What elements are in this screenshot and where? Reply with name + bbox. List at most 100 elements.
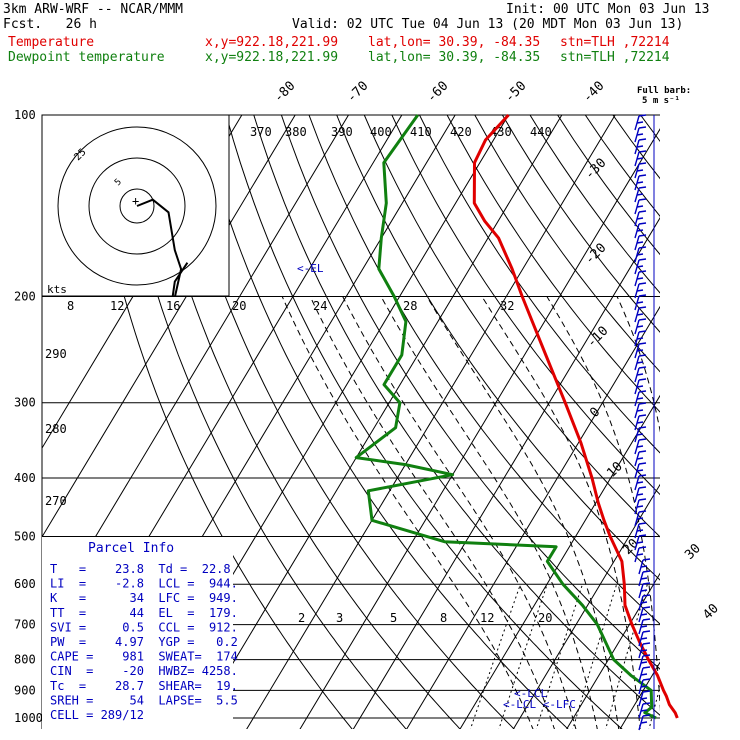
wind-barb [638, 642, 651, 659]
wind-barb [638, 702, 651, 719]
wind-barb [634, 114, 647, 131]
dry-adiabat-260 [142, 115, 461, 729]
isotherm-0 [512, 483, 660, 729]
isotherm--110 [42, 115, 296, 538]
wind-barb [634, 258, 647, 275]
isotherm--20 [406, 305, 660, 729]
theta-label-440: 440 [530, 125, 552, 139]
wind-barb [634, 150, 647, 167]
dry-adiabat-450 [668, 115, 740, 731]
dewpoint-xy: x,y=922.18,221.99 [205, 50, 339, 65]
wind-barb [638, 606, 651, 623]
hodo-ring-5 [119, 188, 155, 224]
wind-barb [638, 666, 651, 683]
parcel-info-row: CELL = 289/12 [50, 708, 144, 722]
isotherm-label--70: -70 [344, 79, 371, 106]
dry-adiabat-380 [474, 115, 660, 373]
isotherm--40 [299, 128, 660, 729]
parcel-info-title: Parcel Info [88, 541, 174, 556]
wind-barb [634, 138, 647, 155]
dry-adiabat-290 [225, 115, 623, 729]
parcel-info-row: TT = 44 EL = 179. [50, 606, 238, 620]
wind-barb [634, 462, 647, 479]
isotherm--60 [192, 115, 563, 729]
moist-adiabat-8 [309, 296, 555, 729]
wind-barb [634, 378, 647, 395]
wind-barb [638, 594, 651, 611]
wind-barb [634, 522, 647, 539]
mixing-ratio-upper-label-8: 8 [67, 299, 74, 313]
hodograph-trace [136, 198, 189, 296]
isotherm-label--50: -50 [502, 79, 529, 106]
wind-barb [638, 618, 651, 635]
wind-barb [634, 246, 647, 263]
wind-barb [634, 450, 647, 467]
theta-label-380: 380 [285, 125, 307, 139]
forecast-hour: Fcst. 26 h [3, 17, 97, 32]
mixing-ratio-upper-label-28: 28 [403, 299, 417, 313]
pressure-label-400: 400 [14, 471, 36, 485]
isotherm-40 [726, 115, 740, 731]
wind-legend-line1: Full barb: [637, 86, 691, 96]
mixing-ratio-lower-label-12: 12 [480, 611, 494, 625]
dry-adiabat-240 [87, 115, 353, 729]
mixing-ratio-3 [498, 584, 548, 729]
dewpoint-legend: Dewpoint temperature [8, 50, 165, 65]
parcel-info-row: K = 34 LFC = 949. [50, 591, 238, 605]
hodo-kts-label: kts [47, 283, 67, 296]
wind-barb [634, 390, 647, 407]
wind-barb [634, 270, 647, 287]
parcel-info-row: T = 23.8 Td = 22.8 [50, 562, 231, 576]
isotherm-label--20: -20 [582, 241, 609, 268]
isotherm-label--40: -40 [580, 79, 607, 106]
moist-adiabat-4 [281, 296, 534, 729]
wind-barb [634, 474, 647, 491]
isotherm-label--30: -30 [582, 156, 609, 183]
wind-barb [634, 294, 647, 311]
pressure-label-900: 900 [14, 683, 36, 697]
wind-barb [634, 366, 647, 383]
dry-adiabat-420 [584, 115, 660, 218]
isotherm-label-30: 30 [682, 541, 704, 563]
isotherm-30 [672, 115, 740, 731]
parcel-info-row: CIN = -20 HWBZ= 4258. [50, 664, 238, 678]
wind-barb [634, 438, 647, 455]
wind-barb [638, 558, 651, 575]
parcel-info-row: LI = -2.8 LCL = 944. [50, 577, 238, 591]
isotherm--100 [42, 115, 349, 627]
theta-left-label-290: 290 [45, 347, 67, 361]
moist-adiabat-16 [380, 296, 598, 729]
wind-barb [634, 546, 647, 563]
wind-barb [634, 342, 647, 359]
moist-adiabat-24 [481, 296, 641, 729]
wind-barb [634, 198, 647, 215]
dry-adiabat-320 [308, 115, 660, 625]
moist-adiabat-12 [342, 296, 577, 729]
wind-barb [638, 654, 651, 671]
mixing-ratio-5 [535, 584, 583, 729]
pressure-label-300: 300 [14, 396, 36, 410]
temperature-station: stn=TLH ,72214 [560, 35, 670, 50]
dry-adiabat-350 [391, 115, 660, 496]
ccl-marker: <-LCL [514, 687, 547, 700]
parcel-info-row: SVI = 0.5 CCL = 912. [50, 620, 238, 634]
dewpoint-profile [354, 114, 657, 720]
dry-adiabat-410 [557, 115, 660, 256]
wind-barb [634, 222, 647, 239]
dry-adiabat-330 [336, 115, 660, 581]
pressure-label-600: 600 [14, 577, 36, 591]
wind-barb [638, 690, 651, 707]
moist-adiabat-20 [426, 296, 620, 729]
el-marker: <-EL [297, 262, 324, 275]
mixing-ratio-lower-label-2: 2 [298, 611, 305, 625]
dry-adiabat-250 [115, 115, 407, 729]
theta-label-400: 400 [370, 125, 392, 139]
wind-barb [634, 402, 647, 419]
temperature-latlon: lat,lon= 30.39, -84.35 [368, 35, 541, 50]
theta-label-420: 420 [450, 125, 472, 139]
parcel-info-box: Parcel Info T = 23.8 Td = 22.8LI = -2.8 … [42, 537, 238, 729]
dry-adiabat-370 [446, 115, 660, 413]
wind-barb [634, 282, 647, 299]
pressure-label-1000: 1000 [14, 711, 43, 725]
